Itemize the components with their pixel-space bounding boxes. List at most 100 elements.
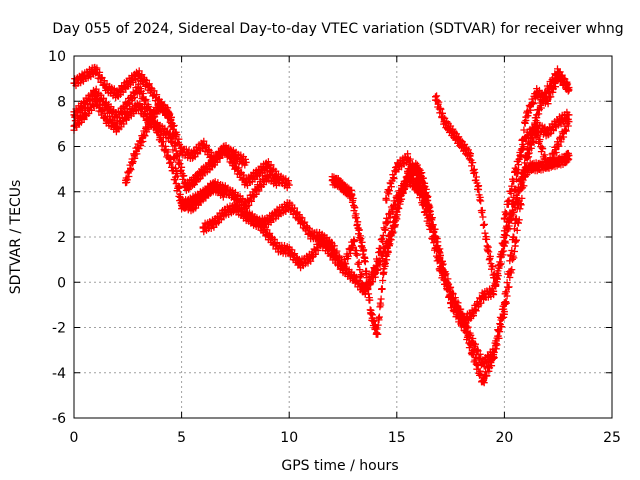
- data-point: [526, 163, 534, 171]
- data-point: [274, 244, 282, 252]
- data-point: [533, 88, 541, 96]
- data-point: [130, 152, 138, 160]
- data-point: [511, 219, 519, 227]
- series-trace: [414, 117, 572, 370]
- data-point: [440, 118, 448, 126]
- data-point: [490, 287, 498, 295]
- data-point: [414, 179, 422, 187]
- data-point: [221, 208, 229, 216]
- data-point: [135, 84, 143, 92]
- data-point: [188, 204, 196, 212]
- data-point: [449, 129, 457, 137]
- data-point: [522, 133, 530, 141]
- data-point: [253, 170, 261, 178]
- y-tick-label: -4: [52, 366, 66, 382]
- series-trace-12: [500, 108, 573, 223]
- data-point: [354, 224, 362, 232]
- data-point: [457, 310, 465, 318]
- data-point: [210, 219, 218, 227]
- data-point: [274, 208, 282, 216]
- data-point: [436, 253, 444, 261]
- x-tick-label: 10: [280, 430, 298, 446]
- series-trace-10: [414, 117, 573, 370]
- data-point: [124, 100, 132, 108]
- data-point: [231, 204, 239, 212]
- data-point: [404, 154, 412, 162]
- data-point: [285, 201, 293, 209]
- data-point: [242, 158, 250, 166]
- data-point: [285, 181, 293, 189]
- y-tick-label: -6: [52, 411, 66, 427]
- data-point: [479, 292, 487, 300]
- data-point: [199, 167, 207, 175]
- data-point: [348, 190, 356, 198]
- data-point: [199, 140, 207, 148]
- data-point: [307, 231, 315, 239]
- data-point: [533, 122, 541, 130]
- data-point: [296, 215, 304, 223]
- data-point: [361, 253, 369, 261]
- data-point: [199, 224, 207, 232]
- data-point: [210, 158, 218, 166]
- data-point: [135, 70, 143, 78]
- y-tick-label: 4: [57, 185, 66, 201]
- y-tick-label: 10: [48, 49, 66, 65]
- data-point: [81, 111, 89, 119]
- data-point: [341, 185, 349, 193]
- series-trace-9: [404, 65, 573, 387]
- x-tick-label: 15: [388, 430, 406, 446]
- data-point: [328, 251, 336, 259]
- data-point: [253, 185, 261, 193]
- data-point: [156, 124, 164, 132]
- y-tick-label: -2: [52, 321, 66, 337]
- data-point: [565, 152, 573, 160]
- data-point: [371, 269, 379, 277]
- y-tick-label: 0: [57, 275, 66, 291]
- data-point: [167, 158, 175, 166]
- data-point: [81, 72, 89, 80]
- data-point: [518, 174, 526, 182]
- data-point: [102, 84, 110, 92]
- data-point: [457, 140, 465, 148]
- x-tick-label: 25: [603, 430, 621, 446]
- data-point: [492, 281, 500, 289]
- data-point: [565, 86, 573, 94]
- data-point: [188, 152, 196, 160]
- axis-ticks: 0 5 10 15 20 25 -6 -4 -2 0 2 4 6 8 10: [48, 49, 621, 446]
- data-point: [533, 111, 541, 119]
- data-point: [500, 231, 508, 239]
- data-point: [335, 179, 343, 187]
- data-point: [432, 93, 440, 101]
- data-point: [393, 208, 401, 216]
- data-point: [382, 195, 390, 203]
- data-point: [210, 183, 218, 191]
- data-point: [543, 86, 551, 94]
- data-point: [242, 210, 250, 218]
- data-point: [483, 242, 491, 250]
- x-axis-label: GPS time / hours: [281, 458, 398, 474]
- data-point: [102, 102, 110, 110]
- data-point: [380, 265, 388, 273]
- data-point: [500, 299, 508, 307]
- data-point: [122, 179, 130, 187]
- data-point: [124, 79, 132, 87]
- data-point: [231, 163, 239, 171]
- data-point: [147, 113, 155, 121]
- data-point: [274, 179, 282, 187]
- data-point: [307, 253, 315, 261]
- data-point: [552, 158, 560, 166]
- data-point: [182, 183, 190, 191]
- data-point: [285, 247, 293, 255]
- x-tick-label: 20: [495, 430, 513, 446]
- data-point: [113, 124, 121, 132]
- data-series: [70, 63, 573, 387]
- data-point: [425, 219, 433, 227]
- data-point: [565, 111, 573, 119]
- series-trace-11: [432, 92, 573, 290]
- chart-title: Day 055 of 2024, Sidereal Day-to-day VTE…: [52, 21, 623, 37]
- data-point: [399, 185, 407, 193]
- data-point: [165, 109, 173, 117]
- series-trace-6: [242, 208, 401, 298]
- data-point: [328, 176, 336, 184]
